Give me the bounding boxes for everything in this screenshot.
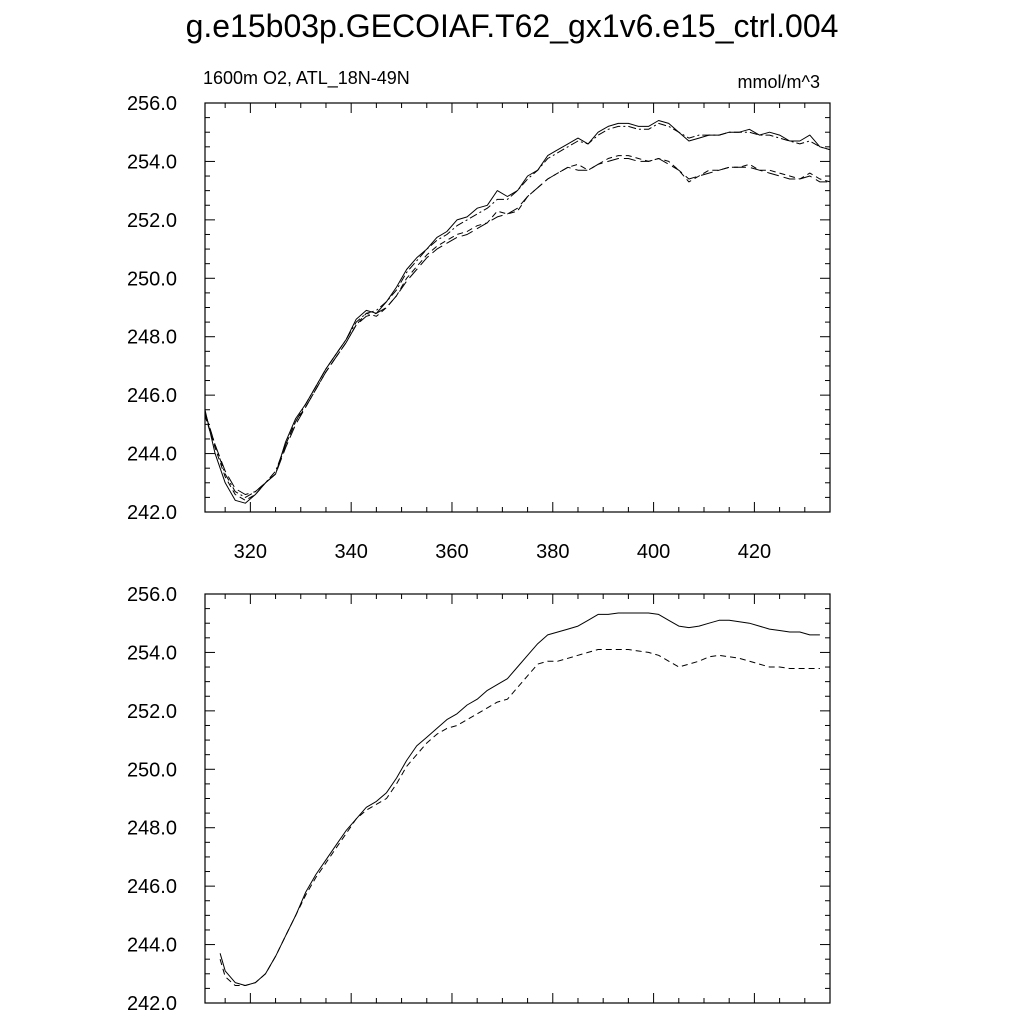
top-panel: 242.0 244.0 246.0 248.0 250.0 252.0 254.0 256.0… [127, 68, 831, 563]
y-tick-label: 246.0 [127, 876, 177, 898]
y-tick-label: 256.0 [127, 93, 177, 115]
y-tick-label: 252.0 [127, 701, 177, 723]
x-tick-label: 400 [637, 541, 670, 563]
y-tick-label: 248.0 [127, 327, 177, 349]
y-tick-label: 242.0 [127, 993, 177, 1015]
x-tick-label: 360 [435, 541, 468, 563]
right-corner-label: mmol/m^3 [738, 72, 820, 92]
y-tick-label: 244.0 [127, 935, 177, 957]
x-tick-label: 420 [738, 541, 771, 563]
y-tick-label: 254.0 [127, 642, 177, 664]
bottom-panel: 242.0 244.0 246.0 248.0 250.0 252.0 254.0 256.0 [127, 584, 831, 1015]
y-tick-label: 244.0 [127, 444, 177, 466]
plot-frame [204, 593, 831, 1004]
y-tick-label: 242.0 [127, 502, 177, 524]
figure-title: g.e15b03p.GECOIAF.T62_gx1v6.e15_ctrl.004 [185, 8, 839, 44]
x-tick-label: 340 [334, 541, 367, 563]
plot-frame [204, 102, 831, 513]
series-line-dashed [219, 649, 820, 986]
y-tick-label: 250.0 [127, 759, 177, 781]
series-line-dashed [204, 155, 831, 501]
y-tick-label: 248.0 [127, 818, 177, 840]
y-tick-label: 246.0 [127, 385, 177, 407]
y-tick-label: 252.0 [127, 210, 177, 232]
y-tick-label: 250.0 [127, 268, 177, 290]
series-line-solid [219, 612, 820, 986]
x-tick-label: 380 [536, 541, 569, 563]
series-line-dashdot [204, 122, 831, 498]
series-line-longdash [204, 158, 830, 495]
series-line-solid [204, 120, 831, 504]
left-corner-label: 1600m O2, ATL_18N-49N [203, 68, 410, 89]
x-tick-label: 320 [234, 541, 267, 563]
y-tick-label: 254.0 [127, 151, 177, 173]
y-tick-label: 256.0 [127, 584, 177, 606]
